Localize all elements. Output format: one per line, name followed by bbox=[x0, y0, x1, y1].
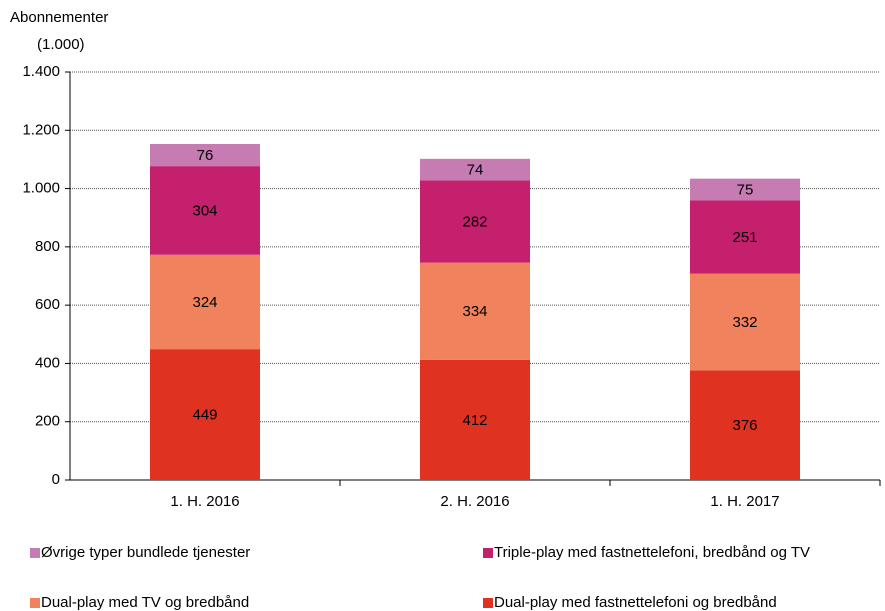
y-tick-label: 600 bbox=[35, 296, 60, 313]
bar-segment bbox=[420, 158, 530, 181]
bar-segment bbox=[690, 370, 800, 480]
bar-segment bbox=[690, 200, 800, 274]
data-label: 76 bbox=[197, 147, 214, 164]
x-tick-label: 1. H. 2016 bbox=[170, 493, 239, 510]
bar-segment bbox=[690, 273, 800, 371]
bar-segment bbox=[150, 349, 260, 480]
bar-segment bbox=[150, 143, 260, 167]
bar-segment bbox=[150, 166, 260, 255]
legend-swatch bbox=[483, 598, 493, 608]
y-tick-label: 800 bbox=[35, 238, 60, 255]
data-label: 282 bbox=[462, 213, 487, 230]
legend-swatch bbox=[30, 598, 40, 608]
y-tick-label: 200 bbox=[35, 413, 60, 430]
data-label: 449 bbox=[192, 407, 217, 424]
legend-swatch bbox=[30, 548, 40, 558]
legend-swatch bbox=[483, 548, 493, 558]
bar-segment bbox=[420, 262, 530, 360]
data-label: 334 bbox=[462, 303, 487, 320]
data-label: 332 bbox=[732, 314, 757, 331]
y-tick-label: 0 bbox=[52, 471, 60, 488]
legend-label: Øvrige typer bundlede tjenester bbox=[41, 544, 250, 561]
x-tick-label: 2. H. 2016 bbox=[440, 493, 509, 510]
data-label: 74 bbox=[467, 162, 484, 179]
y-tick-label: 1.200 bbox=[22, 121, 60, 138]
x-tick-label: 1. H. 2017 bbox=[710, 493, 779, 510]
bar-segment bbox=[150, 254, 260, 350]
bar-segment bbox=[690, 178, 800, 201]
legend-label: Dual-play med TV og bredbånd bbox=[41, 594, 249, 611]
bar-segment bbox=[420, 180, 530, 263]
data-label: 412 bbox=[462, 412, 487, 429]
data-label: 304 bbox=[192, 202, 217, 219]
y-axis-label: Abonnementer bbox=[10, 9, 108, 26]
y-tick-label: 1.400 bbox=[22, 63, 60, 80]
y-tick-label: 400 bbox=[35, 354, 60, 371]
y-tick-label: 1.000 bbox=[22, 180, 60, 197]
data-label: 75 bbox=[737, 182, 754, 199]
y-axis-label: (1.000) bbox=[37, 36, 85, 53]
legend-label: Dual-play med fastnettelefoni og bredbån… bbox=[494, 594, 777, 611]
data-label: 324 bbox=[192, 294, 217, 311]
bar-segment bbox=[420, 359, 530, 480]
legend-label: Triple-play med fastnettelefoni, bredbån… bbox=[494, 544, 810, 561]
data-label: 251 bbox=[732, 229, 757, 246]
data-label: 376 bbox=[732, 417, 757, 434]
